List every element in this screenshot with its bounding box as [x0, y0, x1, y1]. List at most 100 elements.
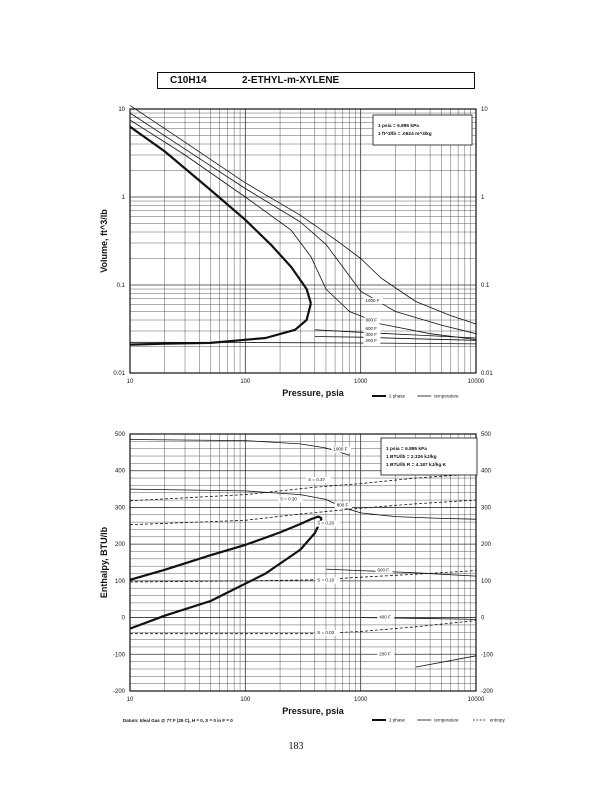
x-tick-label: 1000 — [354, 697, 368, 703]
curve-label: 400 F — [365, 332, 377, 337]
y-tick-label-right: 10 — [481, 107, 488, 113]
y-tick-label-right: 400 — [481, 469, 492, 475]
y-tick-label-right: 0.1 — [481, 283, 490, 289]
conversion-note: 1 psia = 6.895 kPa — [378, 123, 419, 129]
series-line-thick — [129, 517, 323, 630]
series-line-thin — [129, 119, 477, 340]
y-tick-label: 0.1 — [117, 283, 126, 289]
curve-label-bg — [278, 496, 303, 503]
legend-label: entropy — [490, 718, 506, 723]
x-tick-label: 100 — [240, 697, 251, 703]
legend-label: temperature — [434, 718, 459, 723]
compound-name: 2-ETHYL-m-XYLENE — [242, 75, 340, 86]
y-tick-label: 100 — [115, 579, 126, 585]
curve-label-bg — [315, 630, 341, 637]
curve-label-bg — [315, 520, 341, 527]
curve-label: 1000 F — [365, 298, 379, 303]
series-line-thin — [415, 655, 477, 668]
series-line-dashed — [129, 473, 477, 502]
x-tick-label: 10000 — [468, 697, 485, 703]
x-tick-label: 10 — [127, 379, 134, 385]
series-line-dashed — [130, 620, 477, 635]
y-tick-label: -100 — [113, 652, 126, 658]
series-line-thick — [129, 515, 323, 581]
y-tick-label-right: 500 — [481, 432, 492, 438]
curve-label-bg — [306, 476, 331, 483]
curve-label-bg — [375, 567, 393, 574]
curve-label: 1000 F — [333, 447, 347, 452]
curve-label-bg — [315, 577, 341, 584]
curve-label: 600 F — [378, 567, 390, 572]
x-tick-label: 10 — [127, 697, 134, 703]
y-tick-label-right: -200 — [481, 689, 494, 695]
curve-label: S = 0.20 — [317, 521, 334, 526]
page-number: 183 — [288, 741, 304, 752]
conversion-note: 1 psia = 6.895 kPa — [386, 446, 427, 452]
curve-label: S = 0.10 — [317, 578, 334, 583]
title-box: C10H14 2-ETHYL-m-XYLENE — [157, 72, 475, 89]
curve-label-bg — [363, 298, 384, 305]
curve-label: 200 F — [365, 338, 377, 343]
curve-label-bg — [363, 325, 381, 332]
series-line-thin — [129, 439, 350, 456]
curve-label: 400 F — [379, 614, 391, 619]
curve-label: 800 F — [365, 317, 377, 322]
curve-label: S = 0.37 — [308, 477, 325, 482]
y-tick-label: 200 — [115, 542, 126, 548]
x-tick-label: 10000 — [468, 379, 485, 385]
series-line-thick — [129, 125, 312, 304]
y-tick-label: 1 — [122, 195, 126, 201]
y-tick-label: 300 — [115, 505, 126, 511]
curve-label: S = 0.30 — [280, 496, 297, 501]
series-line-thin — [314, 329, 477, 339]
curve-label-bg — [363, 337, 381, 344]
conversion-note-box — [372, 114, 473, 146]
curve-label: S = 0.03 — [317, 630, 334, 635]
y-tick-label-right: -100 — [481, 652, 494, 658]
curve-label-bg — [377, 651, 395, 658]
legend-label: temperature — [434, 394, 459, 399]
chemical-formula: C10H14 — [170, 75, 207, 86]
curve-label-bg — [363, 332, 381, 339]
legend-label: 2 phase — [389, 394, 406, 399]
y-tick-label: -200 — [113, 689, 126, 695]
y-tick-label: 400 — [115, 469, 126, 475]
y-tick-label-right: 100 — [481, 579, 492, 585]
y-tick-label-right: 300 — [481, 505, 492, 511]
y-axis-label: Volume, ft^3/lb — [99, 209, 109, 273]
curve-label-bg — [331, 446, 351, 453]
curve-label: 600 F — [365, 326, 377, 331]
chart-1: 10 100 1000 10000 10 10 1 1 0.1 0.1 0.01 0.01 Pressu… — [99, 105, 493, 399]
curve-label: 800 F — [337, 502, 349, 507]
x-tick-label: 100 — [240, 379, 251, 385]
conversion-note: 1 BTU/lb = 2.326 kJ/kg — [386, 454, 437, 460]
series-line-thin — [129, 341, 477, 345]
curve-label-bg — [334, 502, 352, 509]
curve-label-bg — [377, 614, 395, 621]
conversion-note: 1 ft^3/lb = .0624 m^3/kg — [378, 131, 432, 137]
x-tick-label: 1000 — [354, 379, 368, 385]
conversion-note: 1 BTU/lb R = 4.187 kJ/kg K — [386, 462, 447, 468]
plot-frame — [129, 433, 477, 692]
y-tick-label-right: 0.01 — [481, 371, 493, 377]
curve-label: 200 F — [379, 651, 391, 656]
y-tick-label: 10 — [118, 107, 125, 113]
series-line-dashed — [129, 570, 477, 583]
legend-label: 2 phase — [389, 718, 406, 723]
curve-label-bg — [363, 317, 381, 324]
y-tick-label: 0 — [122, 616, 126, 622]
plot-frame — [129, 108, 477, 374]
series-line-thick — [129, 303, 312, 346]
y-axis-label: Enthalpy, BTU/lb — [99, 526, 109, 598]
x-axis-label: Pressure, psia — [282, 388, 345, 398]
series-line-dashed — [129, 499, 477, 526]
y-tick-label: 0.01 — [113, 371, 125, 377]
series-line-thin — [129, 112, 477, 335]
y-tick-label-right: 200 — [481, 542, 492, 548]
y-tick-label-right: 1 — [481, 195, 485, 201]
x-axis-label: Pressure, psia — [282, 706, 345, 716]
y-tick-label: 500 — [115, 432, 126, 438]
series-line-thin — [314, 336, 477, 341]
conversion-note-box — [380, 437, 478, 476]
